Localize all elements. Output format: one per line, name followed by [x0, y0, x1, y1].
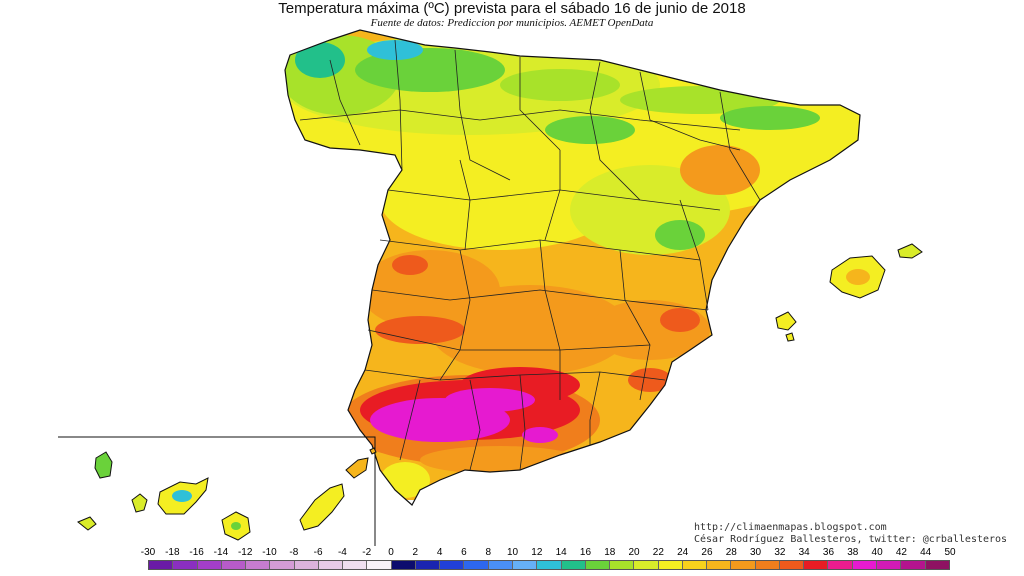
credit-author: César Rodríguez Ballesteros, twitter: @c…	[694, 534, 1008, 545]
legend-tick-label: 6	[461, 547, 467, 558]
legend-swatch	[779, 561, 805, 569]
legend-swatch	[561, 561, 586, 569]
legend-swatch	[585, 561, 611, 569]
legend-swatch	[391, 561, 416, 569]
legend-swatch	[537, 561, 562, 569]
legend-swatch	[464, 561, 489, 569]
legend-tick-label: 18	[604, 547, 616, 558]
legend-swatch	[828, 561, 853, 569]
legend-tick-label: -8	[289, 547, 299, 558]
legend-tick-label: 2	[412, 547, 419, 558]
legend-swatch	[367, 561, 392, 569]
legend-tick-label: 4	[436, 547, 443, 558]
legend-swatch	[294, 561, 319, 569]
legend-swatch	[440, 561, 465, 569]
legend-tick-label: -18	[165, 547, 180, 558]
legend-tick-label: 44	[920, 547, 932, 558]
legend-tick-label: 40	[871, 547, 883, 558]
legend-tick-label: 12	[531, 547, 543, 558]
legend-tick-label: 36	[822, 547, 835, 558]
legend-tick-label: 14	[555, 547, 567, 558]
legend-tick-label: 28	[725, 547, 737, 558]
legend-tick-label: 50	[944, 547, 956, 558]
peninsula-coastline	[284, 29, 861, 506]
legend-swatch	[415, 561, 441, 569]
legend-swatch	[197, 561, 222, 569]
legend-tick-label: -14	[213, 547, 229, 558]
legend-tick-label: 24	[677, 547, 689, 558]
legend-swatch	[682, 561, 708, 569]
legend-tick-label: 42	[895, 547, 907, 558]
province-borders	[299, 39, 761, 471]
legend-swatch	[876, 561, 902, 569]
legend-swatch	[318, 561, 344, 569]
legend-swatch	[925, 561, 949, 569]
legend-tick-label: 26	[701, 547, 713, 558]
legend-tick-label: 34	[798, 547, 810, 558]
legend-tick-label: -4	[337, 547, 347, 558]
legend-swatch	[343, 561, 368, 569]
legend-tick-label: 8	[485, 547, 492, 558]
credit-blog-url: http://climaenmapas.blogspot.com	[694, 522, 887, 533]
legend-swatch	[270, 561, 295, 569]
legend-swatch	[246, 561, 271, 569]
legend-tick-label: -6	[313, 547, 323, 558]
canary-islands	[77, 447, 377, 541]
legend-swatch	[731, 561, 756, 569]
legend-tick-label: 10	[506, 547, 519, 558]
legend-swatch	[634, 561, 659, 569]
legend-swatch	[852, 561, 877, 569]
legend-tick-labels: -30 -18 -16 -14 -12 -10 -8 -6 -4 -2 0 2 4 6 8 10 12 14 16 1…	[141, 547, 956, 559]
legend-tick-label: 32	[774, 547, 786, 558]
legend-tick-label: 0	[388, 547, 394, 558]
legend-swatch	[173, 561, 198, 569]
legend-swatch	[610, 561, 635, 569]
legend-tick-label: 16	[579, 547, 592, 558]
map-subtitle: Fuente de datos: Prediccion por municipi…	[370, 17, 654, 29]
legend-swatch	[707, 561, 732, 569]
legend-swatch	[488, 561, 513, 569]
legend-tick-label: 20	[628, 547, 640, 558]
legend-tick-label: -2	[362, 547, 372, 558]
legend-swatch	[901, 561, 926, 569]
map-title: Temperatura máxima (ºC) prevista para el…	[278, 0, 746, 17]
legend-swatch	[512, 561, 538, 569]
legend-swatch	[658, 561, 683, 569]
peninsula-temperature-field	[285, 30, 860, 500]
legend-tick-label: -12	[237, 547, 253, 558]
legend-swatch	[221, 561, 247, 569]
legend-tick-label: 30	[750, 547, 762, 558]
legend-color-bar	[148, 560, 950, 570]
canary-inset-frame	[58, 436, 376, 546]
legend-swatch	[755, 561, 780, 569]
legend-tick-label: 22	[652, 547, 664, 558]
balearic-islands	[775, 243, 923, 342]
legend-tick-label: -16	[189, 547, 204, 558]
legend-swatch	[804, 561, 829, 569]
legend-tick-label: 38	[847, 547, 859, 558]
legend-tick-label: -10	[262, 547, 277, 558]
legend-swatch	[149, 561, 174, 569]
legend-tick-label: -30	[140, 547, 156, 558]
